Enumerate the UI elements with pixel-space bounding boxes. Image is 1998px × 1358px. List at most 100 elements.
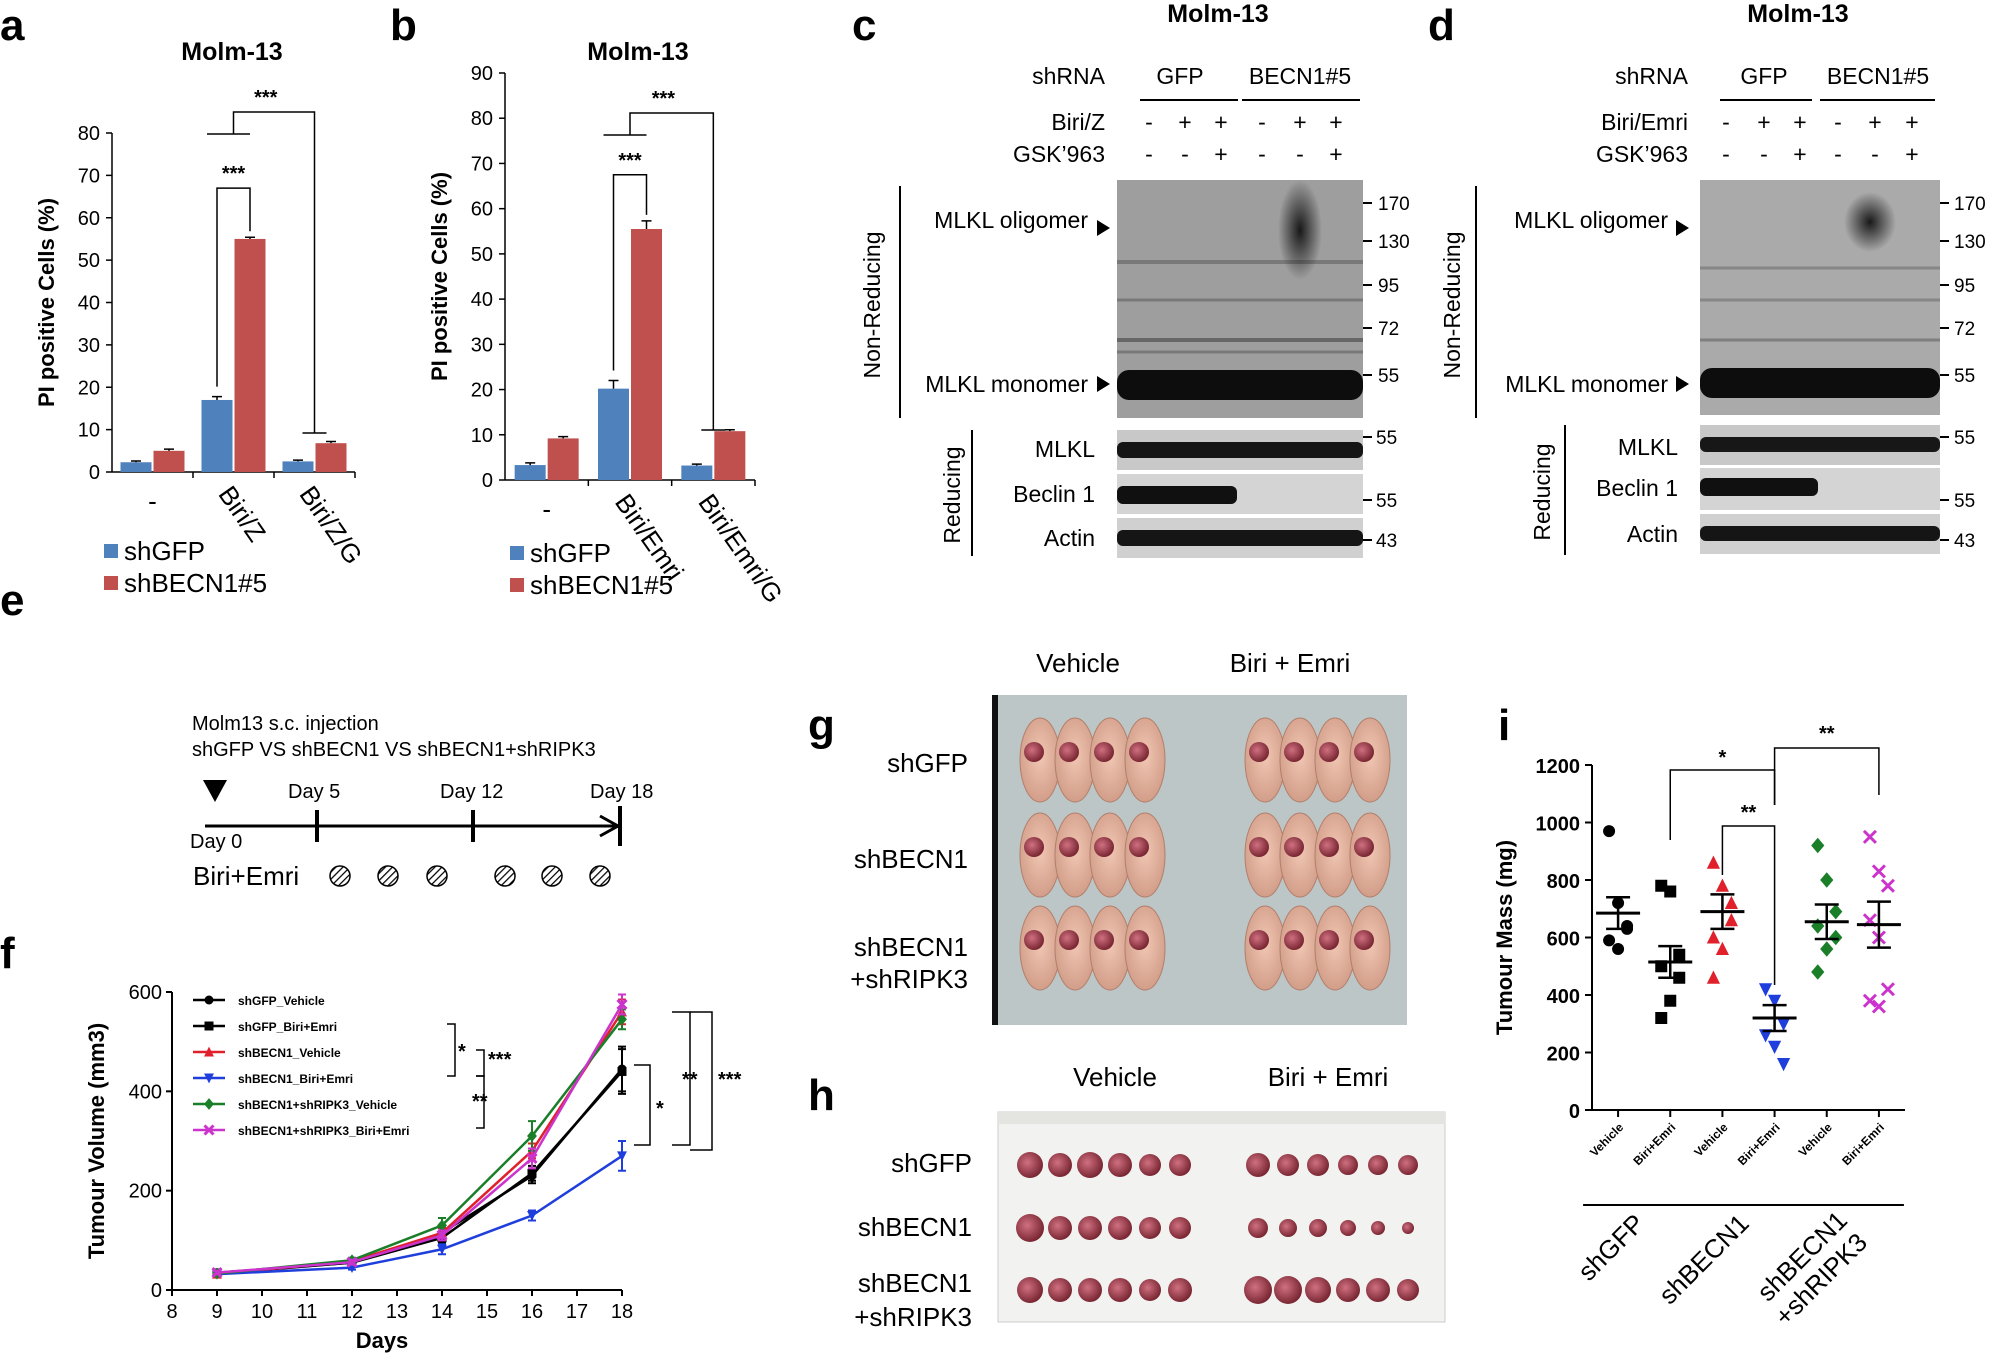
photo-h-row-shbecn1-ripk3-a: shBECN1 xyxy=(858,1268,972,1298)
error-bar xyxy=(608,379,619,389)
timeline-day12: Day 12 xyxy=(440,781,503,803)
tumour xyxy=(1048,1278,1072,1302)
data-point xyxy=(211,1267,223,1279)
legend-label: shGFP xyxy=(530,538,611,568)
tumour xyxy=(1277,1154,1299,1176)
dose-icon xyxy=(541,865,563,887)
bar xyxy=(282,461,314,472)
y-tick-label: 400 xyxy=(129,1081,162,1103)
data-point xyxy=(1758,983,1773,997)
tumour xyxy=(1366,1278,1390,1302)
y-tick-label: 40 xyxy=(471,289,493,311)
blot-d-nonreducing-label: Non-Reducing xyxy=(1439,231,1465,378)
sem-bar xyxy=(1762,1003,1787,1033)
legend-marker xyxy=(204,995,214,1005)
tumour xyxy=(1024,930,1044,950)
bar xyxy=(681,465,713,480)
photo-g-col-biri-emri: Biri + Emri xyxy=(1230,648,1351,678)
timeline-treatment-label: Biri+Emri xyxy=(193,861,299,891)
sem-bar xyxy=(1866,900,1891,949)
data-point xyxy=(1706,855,1721,869)
blot-d-sign: - xyxy=(1760,141,1768,167)
data-point xyxy=(1829,903,1843,920)
photo-g-row-shgfp: shGFP xyxy=(887,748,968,778)
sig-label: *** xyxy=(488,1049,512,1071)
tumour xyxy=(1024,742,1044,762)
data-point xyxy=(1767,994,1782,1008)
y-tick-label: 1200 xyxy=(1536,756,1581,778)
panel-label-a: a xyxy=(0,1,25,50)
panel-label-h: h xyxy=(808,1071,835,1120)
error-bar xyxy=(641,220,652,230)
tumour xyxy=(1307,1154,1329,1176)
data-point xyxy=(346,1256,358,1268)
y-tick-label: 10 xyxy=(78,420,100,442)
blot-d-sign: - xyxy=(1834,109,1842,135)
tumour xyxy=(1078,1216,1102,1240)
y-tick-label: 50 xyxy=(78,250,100,272)
y-tick-label: 80 xyxy=(471,108,493,130)
tumour xyxy=(1371,1221,1385,1235)
x-tick-label: Biri+Emri xyxy=(1839,1120,1887,1168)
data-point xyxy=(1715,878,1730,892)
blot-d-marker: 130 xyxy=(1954,232,1986,253)
blot-d-nonreducing-membrane xyxy=(1700,180,1940,415)
blot-d-sign: + xyxy=(1905,141,1918,167)
sig-label: ** xyxy=(682,1069,698,1091)
tumour xyxy=(1094,742,1114,762)
data-point xyxy=(616,998,628,1010)
tumour xyxy=(1094,837,1114,857)
blot-c-sign: + xyxy=(1214,109,1227,135)
blot-c-sign: + xyxy=(1214,141,1227,167)
legend-label: shGFP_Biri+Emri xyxy=(238,1020,337,1034)
data-point xyxy=(1706,930,1721,944)
timeline-injection-label: Molm13 s.c. injection xyxy=(192,713,379,735)
sig-label: * xyxy=(458,1041,466,1063)
blot-d-reducing-label: Reducing xyxy=(1529,443,1555,540)
tumour xyxy=(1305,1277,1331,1303)
tumour xyxy=(1108,1153,1132,1177)
blot-d-group-gfp: GFP xyxy=(1740,63,1787,89)
tumour xyxy=(1244,1276,1272,1304)
tumour xyxy=(1139,1279,1161,1301)
blot-c-group-becn1: BECN1#5 xyxy=(1249,63,1351,89)
y-axis-label: PI positive Cells (%) xyxy=(34,198,59,407)
panel-a: a Molm-13 0 10 20 30 40 50 60 70 80 - Biri/Z Biri/Z… xyxy=(0,1,369,598)
error-bar xyxy=(326,440,336,444)
blot-d-mlkl-label: MLKL xyxy=(1618,434,1678,460)
sig-label: *** xyxy=(652,88,676,110)
photo-h-row-shgfp: shGFP xyxy=(891,1148,972,1178)
tumour xyxy=(1248,1218,1268,1238)
sig-label: *** xyxy=(718,1069,742,1091)
bar xyxy=(120,462,152,472)
legend-marker xyxy=(204,1073,214,1084)
y-tick-label: 0 xyxy=(151,1280,162,1302)
y-axis-label: PI positive Cells (%) xyxy=(427,172,452,381)
blot-d-monomer-arrow xyxy=(1676,376,1689,392)
sig-bracket xyxy=(476,1075,485,1129)
y-tick-label: 50 xyxy=(471,244,493,266)
y-tick-label: 200 xyxy=(1547,1044,1580,1066)
bar xyxy=(631,229,662,480)
data-point xyxy=(1871,864,1886,879)
x-tick-label: 12 xyxy=(341,1301,363,1323)
sig-bracket xyxy=(216,187,251,387)
tumour xyxy=(1108,1216,1132,1240)
bar xyxy=(201,399,233,472)
data-point xyxy=(1673,948,1686,961)
y-tick-label: 200 xyxy=(129,1181,162,1203)
error-bar xyxy=(131,460,141,463)
data-point xyxy=(437,1244,447,1255)
x-tick-label: 9 xyxy=(211,1301,222,1323)
legend-marker xyxy=(204,1021,214,1031)
tumour xyxy=(1354,742,1374,762)
photo-h-col-vehicle: Vehicle xyxy=(1073,1062,1157,1092)
blot-d-marker: 55 xyxy=(1954,366,1975,387)
sig-bracket xyxy=(629,112,715,430)
y-tick-label: 20 xyxy=(78,377,100,399)
blot-d-signs: - + + - + + - - + - - + xyxy=(1722,109,1919,167)
data-point xyxy=(1603,825,1616,838)
blot-d-sign: + xyxy=(1793,109,1806,135)
panel-e: e Molm13 s.c. injection shGFP VS shBECN1… xyxy=(0,576,653,891)
panel-h: h Vehicle Biri + Emri shGFP shBECN1 shBE… xyxy=(808,1062,1446,1332)
